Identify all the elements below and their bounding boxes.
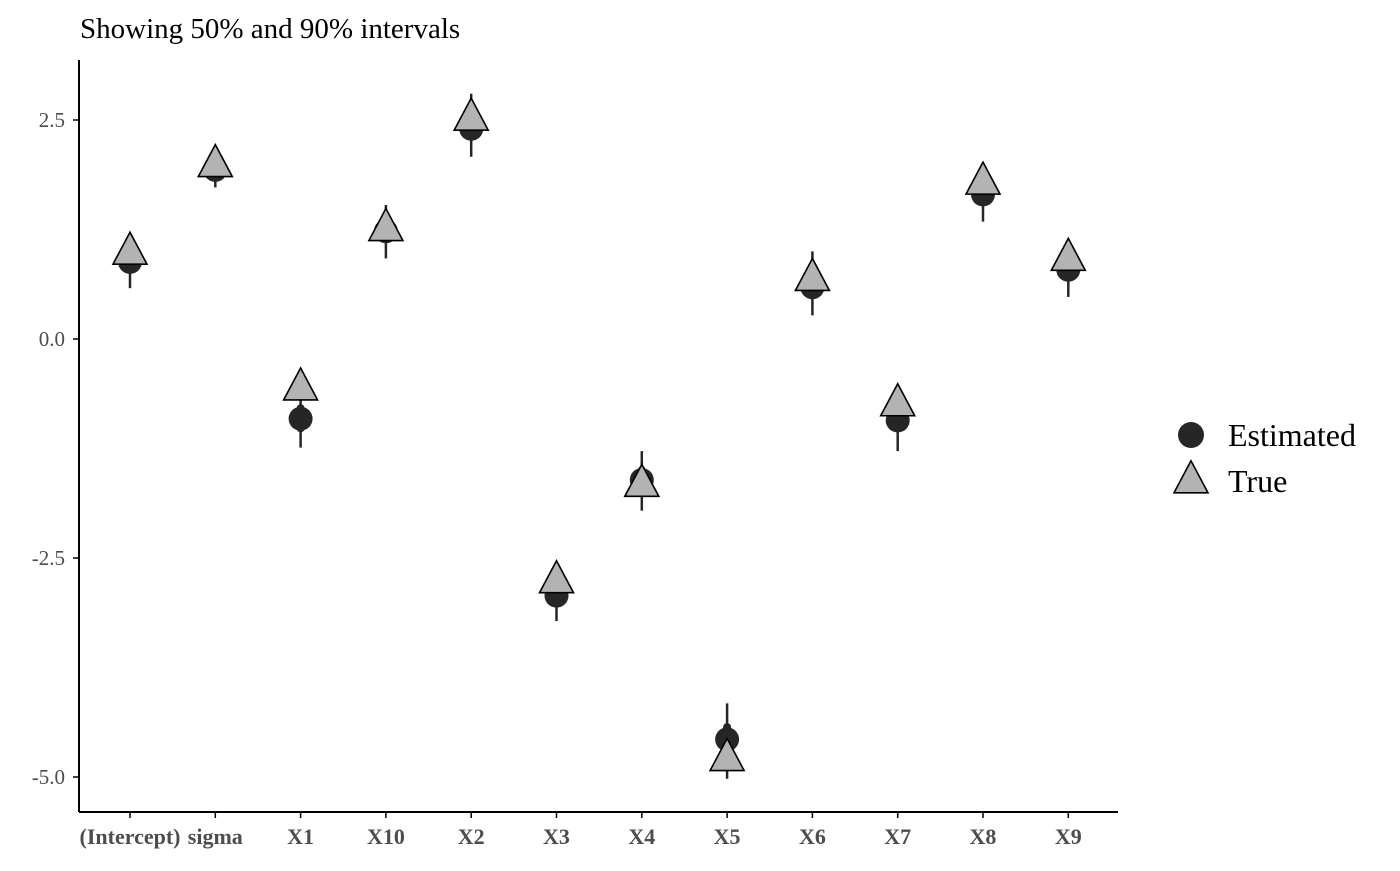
true-point <box>708 736 746 772</box>
true-point <box>879 382 917 417</box>
y-tick-label: 2.5 <box>39 108 65 132</box>
x-tick-label: X10 <box>367 824 405 849</box>
x-tick-label: X3 <box>543 824 570 849</box>
y-tick-label: 0.0 <box>39 327 65 351</box>
x-tick-label: X5 <box>714 824 741 849</box>
true-point <box>538 558 575 594</box>
x-tick-label: X7 <box>884 824 911 849</box>
points <box>111 96 1087 772</box>
x-tick-label: X1 <box>287 824 314 849</box>
true-point <box>794 256 831 292</box>
legend: Estimated True <box>1172 417 1356 499</box>
true-point <box>196 142 234 178</box>
x-tick-label: X4 <box>628 824 655 849</box>
true-point <box>367 206 405 242</box>
x-tick-label: (Intercept) <box>80 824 181 849</box>
axes: 2.5 0.0 -2.5 -5.0 (Intercept) sigma X1 X10 X2 X3 X… <box>32 60 1118 849</box>
x-tick-label: sigma <box>188 824 243 849</box>
interval-lines <box>126 93 1073 779</box>
legend-key-true <box>1172 459 1210 494</box>
legend-key-estimated <box>1178 422 1204 448</box>
x-tick-label: X6 <box>799 824 826 849</box>
legend-label-estimated: Estimated <box>1228 417 1356 453</box>
true-point <box>964 160 1002 195</box>
y-tick-label: -5.0 <box>32 765 65 789</box>
true-point <box>111 230 149 266</box>
legend-label-true: True <box>1228 463 1287 499</box>
x-tick-label: X8 <box>970 824 997 849</box>
true-point <box>452 96 490 131</box>
x-tick-label: X2 <box>458 824 485 849</box>
true-point <box>282 366 319 401</box>
chart-subtitle: Showing 50% and 90% intervals <box>80 13 460 45</box>
x-tick-label: X9 <box>1055 824 1082 849</box>
true-point <box>1049 236 1087 272</box>
true-point <box>623 462 661 498</box>
y-tick-label: -2.5 <box>32 546 65 570</box>
estimated-point <box>288 406 313 431</box>
